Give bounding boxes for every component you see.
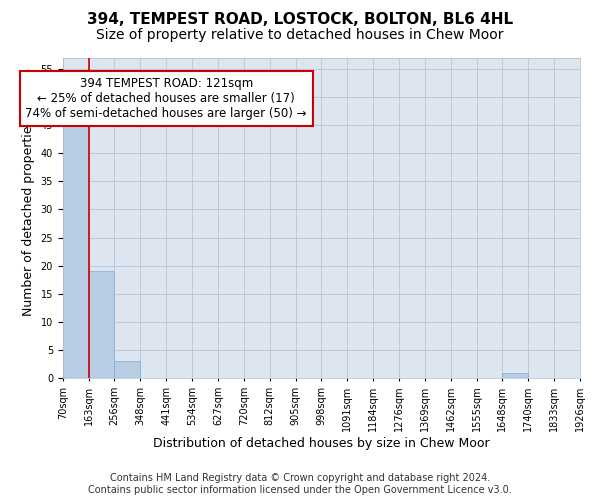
Text: 394 TEMPEST ROAD: 121sqm
← 25% of detached houses are smaller (17)
74% of semi-d: 394 TEMPEST ROAD: 121sqm ← 25% of detach…: [25, 77, 307, 120]
Bar: [63, 120, 89, 378]
Text: 394, TEMPEST ROAD, LOSTOCK, BOLTON, BL6 4HL: 394, TEMPEST ROAD, LOSTOCK, BOLTON, BL6 …: [87, 12, 513, 28]
Text: Contains HM Land Registry data © Crown copyright and database right 2024.
Contai: Contains HM Land Registry data © Crown c…: [88, 474, 512, 495]
Bar: [502, 372, 528, 378]
Bar: [89, 272, 115, 378]
Y-axis label: Number of detached properties: Number of detached properties: [22, 120, 35, 316]
Bar: [115, 362, 140, 378]
Text: Size of property relative to detached houses in Chew Moor: Size of property relative to detached ho…: [96, 28, 504, 42]
X-axis label: Distribution of detached houses by size in Chew Moor: Distribution of detached houses by size …: [153, 437, 490, 450]
